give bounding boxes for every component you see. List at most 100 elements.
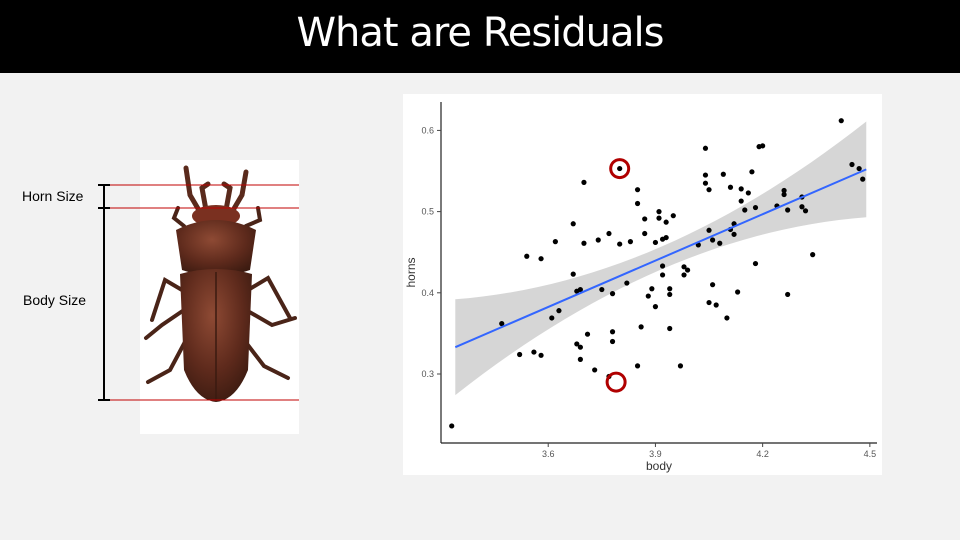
data-point [577,286,583,293]
data-point [785,207,791,213]
data-point [581,240,587,246]
data-point [656,209,662,215]
data-point [785,291,791,298]
data-point [710,237,716,243]
data-point [538,256,544,262]
data-point [667,325,673,332]
data-point [617,165,623,172]
data-point [749,169,755,175]
data-point [609,338,616,345]
y-tick-label: 0.4 [421,288,434,298]
data-point [802,208,809,214]
data-point [642,216,648,222]
x-tick-label: 4.2 [756,449,769,459]
data-point [556,308,562,314]
data-point [677,363,684,369]
data-point [634,200,641,207]
data-point [645,293,651,299]
regression-line [454,168,867,349]
data-point [702,172,709,178]
data-point [663,219,669,225]
data-point [634,187,641,193]
data-point [549,315,555,321]
measurement-bracket [98,184,110,401]
data-point [702,145,709,151]
data-point [738,186,744,192]
data-point [731,231,737,237]
data-point [609,329,616,335]
data-point [577,356,583,362]
data-point [781,191,787,198]
data-point [656,215,662,221]
data-point [838,118,844,124]
data-point [517,351,523,358]
data-point [717,240,723,246]
data-point [663,234,669,241]
data-point [659,263,666,269]
data-point [681,272,687,278]
data-point [570,271,576,277]
slide-title: What are Residuals [296,10,665,56]
data-point [642,230,648,237]
data-point [595,237,601,243]
data-point [752,204,759,211]
scatter-plot-panel: 3.6 3.9 4.2 4.5 0.3 0.4 0.5 0.6 body horns [403,94,882,475]
data-point [524,253,530,259]
data-point [634,363,641,369]
data-point [738,198,744,204]
data-point [706,187,712,193]
highlight-circle [605,371,627,393]
data-point [745,190,751,196]
data-point [720,171,726,177]
data-point [681,264,687,270]
data-point [581,179,587,185]
data-point [781,187,787,194]
data-point [849,161,855,168]
data-point [499,321,505,327]
data-point [592,367,598,373]
data-point [659,272,666,278]
data-point [706,227,712,233]
y-tick-label: 0.3 [421,369,434,379]
data-point [727,184,734,190]
data-point [760,143,766,149]
data-point [449,423,455,429]
title-bar [0,0,960,73]
data-point [670,213,676,219]
data-point [599,286,605,293]
data-point [574,341,580,347]
data-point [742,207,748,213]
y-axis-label: horns [404,257,418,287]
data-point [799,204,805,210]
y-tick-label: 0.5 [421,207,434,217]
data-point [649,286,655,292]
data-point [538,352,544,358]
data-point [710,282,716,288]
data-point [667,291,673,298]
data-point [752,260,759,267]
beetle-image-panel [140,160,299,434]
x-tick-label: 3.6 [542,449,555,459]
data-point [856,165,862,172]
scatter-plot: 3.6 3.9 4.2 4.5 0.3 0.4 0.5 0.6 body horns [404,102,877,473]
data-point [577,344,583,350]
body-size-label: Body Size [23,292,87,308]
x-axis-label: body [646,459,672,473]
data-point [617,241,623,247]
data-point [860,176,866,182]
data-point [724,315,730,321]
data-point [735,289,741,295]
data-point [713,302,719,308]
data-point [627,239,634,245]
data-point [638,324,644,330]
data-point [606,230,612,237]
horn-size-label: Horn Size [22,188,84,204]
data-point [706,299,712,306]
data-point [810,252,816,258]
highlight-circle [609,158,631,180]
beetle-illustration [144,165,297,402]
data-point [552,239,558,245]
data-point [624,280,630,286]
data-point [652,304,659,310]
y-tick-label: 0.6 [421,125,434,135]
